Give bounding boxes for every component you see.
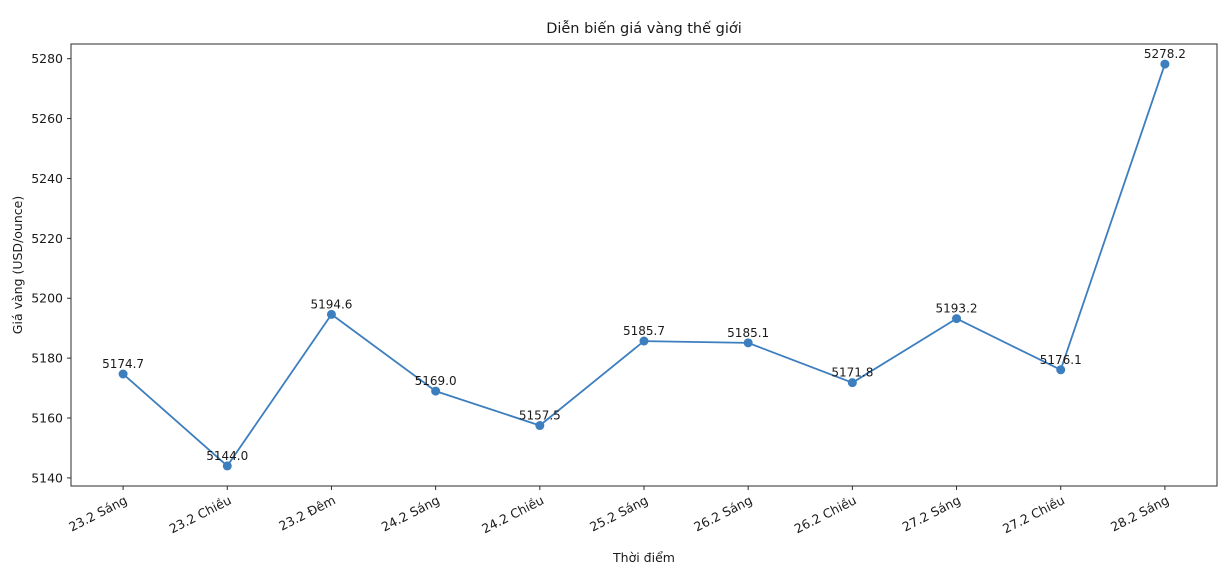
data-point-value-label: 5169.0 — [415, 374, 457, 388]
y-axis-label: Giá vàng (USD/ounce) — [10, 196, 25, 334]
data-point-value-label: 5176.1 — [1040, 353, 1082, 367]
data-point-value-label: 5171.8 — [831, 366, 873, 380]
plot-area: 5140 5160 5180 5200 5220 5240 5260 5280 23.2 Sán… — [31, 43, 1218, 536]
data-point-marker — [639, 336, 649, 346]
y-tick-label: 5200 — [31, 291, 63, 306]
x-tick-label: 24.2 Sáng — [379, 492, 442, 534]
x-tick-label: 24.2 Chiều — [479, 492, 546, 536]
data-point-marker — [1160, 59, 1170, 69]
chart-title: Diễn biến giá vàng thế giới — [546, 20, 742, 37]
axes-box — [70, 43, 1218, 487]
data-point-marker — [535, 421, 545, 431]
x-tick-label: 27.2 Sáng — [900, 492, 963, 534]
data-point-marker — [743, 338, 753, 348]
x-tick-label: 25.2 Sáng — [587, 492, 650, 534]
data-point-marker — [847, 378, 857, 388]
data-point-marker — [326, 309, 336, 319]
y-tick-label: 5240 — [31, 171, 63, 186]
x-tick-label: 28.2 Sáng — [1108, 492, 1171, 534]
data-point-marker — [118, 369, 128, 379]
price-line-series — [122, 63, 1166, 467]
data-point-marker — [431, 386, 441, 396]
data-point-value-label: 5185.7 — [623, 324, 665, 338]
x-tick-label: 23.2 Chiều — [167, 492, 234, 536]
data-point-marker — [1056, 365, 1066, 375]
data-point-value-label: 5193.2 — [936, 302, 978, 316]
data-point-value-label: 5144.0 — [206, 449, 248, 463]
x-tick-label: 26.2 Chiều — [792, 492, 859, 536]
x-tick-label: 23.2 Đêm — [276, 492, 337, 533]
data-point-value-label: 5194.6 — [310, 297, 352, 311]
data-point-value-label: 5174.7 — [102, 357, 144, 371]
data-point-marker — [952, 314, 962, 324]
x-axis-label: Thời điểm — [612, 550, 675, 565]
y-tick-label: 5260 — [31, 111, 63, 126]
x-tick-label: 26.2 Sáng — [691, 492, 754, 534]
y-tick-label: 5220 — [31, 231, 63, 246]
y-tick-label: 5140 — [31, 470, 63, 485]
x-tick-label: 27.2 Chiều — [1000, 492, 1067, 536]
y-tick-label: 5160 — [31, 411, 63, 426]
data-point-marker — [222, 461, 232, 471]
y-tick-label: 5180 — [31, 351, 63, 366]
x-tick-label: 23.2 Sáng — [66, 492, 129, 534]
y-tick-label: 5280 — [31, 51, 63, 66]
data-point-value-label: 5157.5 — [519, 409, 561, 423]
data-point-value-label: 5185.1 — [727, 326, 769, 340]
data-point-value-label: 5278.2 — [1144, 47, 1186, 61]
